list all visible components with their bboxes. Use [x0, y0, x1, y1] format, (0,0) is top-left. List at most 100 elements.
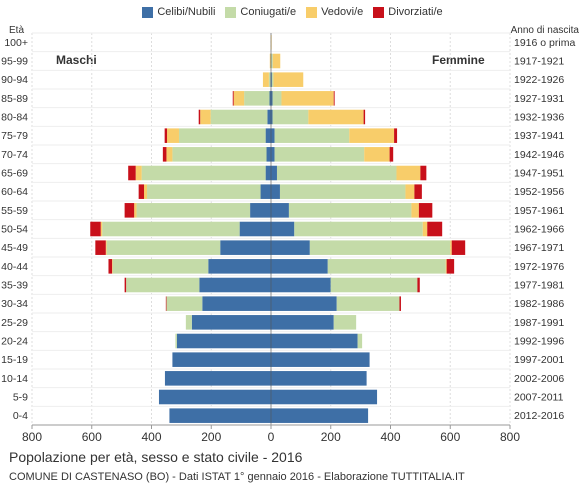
birth-year-tick-label: 1977-1981 — [514, 280, 564, 292]
bar-male-vedovi — [144, 184, 148, 199]
age-tick-label: 35-39 — [1, 280, 28, 292]
bar-female-divorziati — [420, 165, 427, 181]
age-tick-label: 30-34 — [1, 298, 28, 310]
bar-male-coniugati — [268, 72, 271, 87]
x-tick-label: 400 — [141, 430, 161, 444]
bar-female-vedovi — [405, 184, 415, 199]
bar-female-vedovi — [349, 128, 395, 143]
bar-female-vedovi — [422, 221, 428, 237]
bar-female-divorziati — [446, 259, 455, 274]
birth-year-tick-label: 1942-1946 — [514, 149, 564, 161]
bar-male-coniugati — [126, 277, 200, 293]
age-tick-label: 100+ — [4, 37, 28, 49]
bar-male-divorziati — [164, 128, 168, 143]
bar-male-vedovi — [200, 109, 211, 125]
bar-male-divorziati — [124, 203, 135, 218]
bar-female-celibi — [271, 147, 275, 162]
age-tick-label: 50-54 — [1, 224, 28, 236]
males-label: Maschi — [56, 53, 97, 67]
bar-male-divorziati — [128, 165, 136, 181]
bar-female-celibi — [271, 221, 295, 237]
bar-male-celibi — [202, 296, 271, 311]
bar-female-coniugati — [357, 333, 363, 349]
age-tick-label: 5-9 — [13, 392, 28, 404]
legend-swatch-vedovi — [306, 6, 318, 18]
age-tick-label: 75-79 — [1, 130, 28, 142]
bar-female-divorziati — [333, 91, 335, 106]
legend-item-celibi[interactable]: Celibi/Nubili — [142, 6, 215, 18]
bar-male-celibi — [239, 221, 271, 237]
bar-female-coniugati — [271, 53, 273, 69]
legend-item-divorziati[interactable]: Divorziati/e — [373, 6, 443, 18]
females-label: Femmine — [432, 53, 485, 67]
bar-male-coniugati — [112, 259, 209, 274]
bar-male-divorziati — [95, 240, 106, 255]
bar-female-celibi — [271, 259, 328, 274]
bar-female-divorziati — [427, 221, 443, 237]
x-tick-label: 800 — [22, 430, 42, 444]
birth-year-tick-label: 1952-1956 — [514, 186, 564, 198]
x-tick-label: 200 — [321, 430, 341, 444]
age-tick-label: 20-24 — [1, 336, 28, 348]
bar-male-celibi — [250, 203, 271, 218]
bar-female-vedovi — [281, 91, 334, 106]
bar-male-coniugati — [106, 240, 221, 255]
birth-year-tick-label: 1962-1966 — [514, 224, 564, 236]
chart-title: Popolazione per età, sesso e stato civil… — [9, 449, 303, 465]
birth-year-tick-label: 2012-2016 — [514, 410, 564, 422]
bar-male-coniugati — [172, 147, 267, 162]
age-tick-label: 95-99 — [1, 56, 28, 68]
bar-male-coniugati — [178, 128, 266, 143]
bar-male-divorziati — [232, 91, 234, 106]
bar-male-vedovi — [233, 91, 245, 106]
bar-male-divorziati — [162, 147, 167, 162]
birth-year-tick-label: 1967-1971 — [514, 242, 564, 254]
bar-male-divorziati — [124, 277, 127, 293]
bar-female-coniugati — [274, 147, 365, 162]
legend: Celibi/Nubili Coniugati/e Vedovi/e Divor… — [0, 6, 585, 18]
x-tick-label: 400 — [380, 430, 400, 444]
bar-female-celibi — [271, 352, 370, 367]
bar-female-vedovi — [396, 165, 421, 181]
bar-female-divorziati — [389, 147, 394, 162]
birth-year-tick-label: 1932-1936 — [514, 112, 564, 124]
bar-male-vedovi — [135, 165, 142, 181]
bar-male-vedovi — [100, 221, 103, 237]
bar-male-coniugati — [136, 203, 251, 218]
bar-female-celibi — [271, 408, 369, 423]
bar-male-celibi — [158, 389, 271, 405]
bar-female-celibi — [271, 389, 378, 405]
bar-male-divorziati — [90, 221, 101, 237]
bar-male-celibi — [199, 277, 271, 293]
bar-female-coniugati — [274, 128, 350, 143]
bar-male-coniugati — [244, 91, 270, 106]
age-axis-title: Età — [9, 25, 25, 36]
age-tick-label: 0-4 — [13, 410, 28, 422]
bar-male-divorziati — [165, 296, 167, 311]
legend-item-vedovi[interactable]: Vedovi/e — [306, 6, 363, 18]
bar-male-celibi — [191, 315, 271, 330]
birth-year-tick-label: 1992-1996 — [514, 336, 564, 348]
bar-male-vedovi — [269, 53, 271, 69]
bar-female-divorziati — [399, 296, 401, 311]
legend-label-coniugati: Coniugati/e — [240, 6, 297, 18]
age-tick-label: 80-84 — [1, 112, 28, 124]
bar-male-celibi — [266, 147, 271, 162]
bar-female-celibi — [271, 371, 367, 386]
bar-male-celibi — [265, 128, 271, 143]
bar-female-celibi — [271, 165, 277, 181]
birth-year-tick-label: 1957-1961 — [514, 205, 564, 217]
legend-item-coniugati[interactable]: Coniugati/e — [225, 6, 296, 18]
bar-male-celibi — [265, 165, 271, 181]
bar-female-vedovi — [308, 109, 364, 125]
bar-female-celibi — [271, 109, 273, 125]
bar-female-celibi — [271, 296, 337, 311]
x-tick-label: 600 — [440, 430, 460, 444]
age-tick-label: 10-14 — [1, 373, 28, 385]
birth-year-tick-label: 1916 o prima — [514, 37, 575, 49]
bar-female-coniugati — [336, 296, 400, 311]
bar-female-coniugati — [276, 165, 397, 181]
birth-year-tick-label: 1982-1986 — [514, 298, 564, 310]
birth-year-tick-label: 1917-1921 — [514, 56, 564, 68]
